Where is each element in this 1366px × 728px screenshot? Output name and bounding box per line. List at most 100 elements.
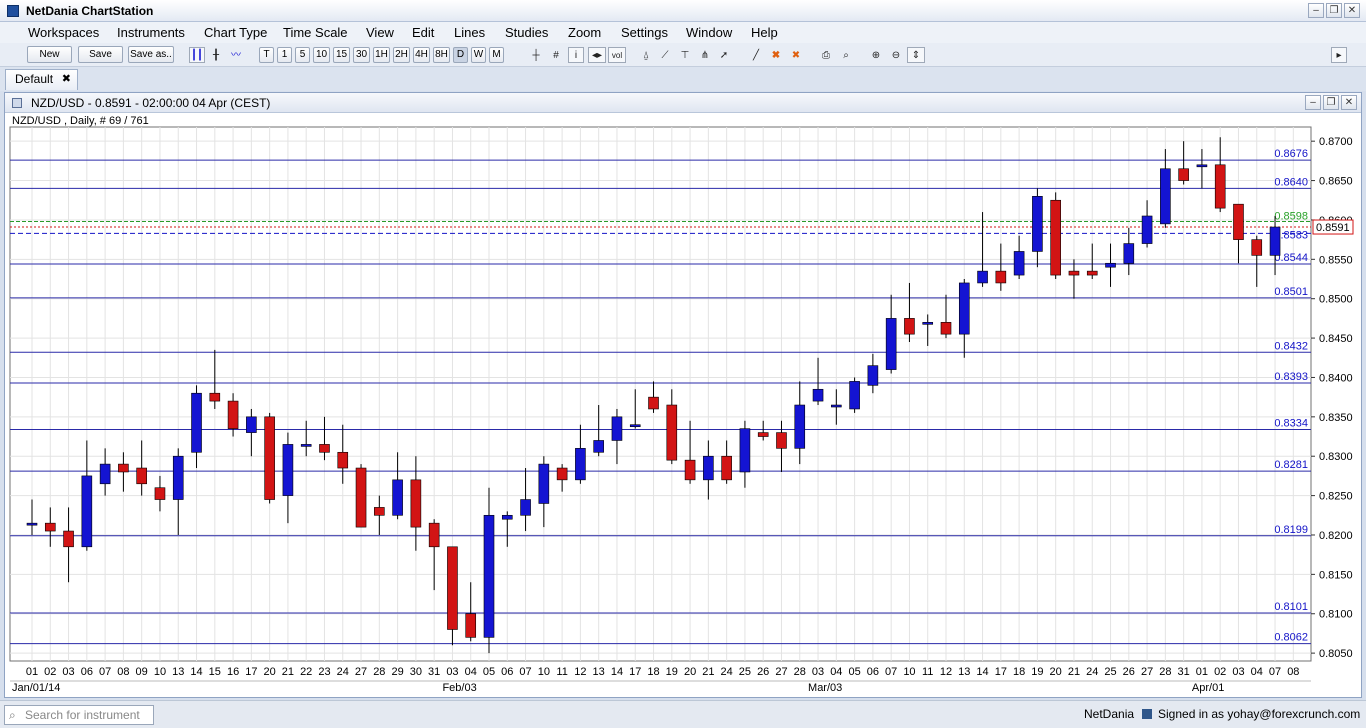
save-button[interactable]: Save bbox=[78, 46, 123, 63]
chart-maximize-icon[interactable]: ❐ bbox=[1323, 95, 1339, 110]
timeframe-button-1[interactable]: 1 bbox=[277, 47, 292, 63]
line-chart-icon[interactable]: 〰 bbox=[231, 50, 241, 61]
candle-body[interactable] bbox=[1160, 168, 1171, 225]
timeframe-button-m[interactable]: M bbox=[489, 47, 504, 63]
save-as-button[interactable]: Save as.. bbox=[128, 46, 174, 63]
candle-body[interactable] bbox=[940, 322, 952, 335]
candle-body[interactable] bbox=[520, 499, 531, 516]
maximize-icon[interactable]: ❐ bbox=[1326, 3, 1342, 18]
candle-body[interactable] bbox=[666, 404, 678, 461]
candle-body[interactable] bbox=[154, 487, 166, 500]
menu-window[interactable]: Window bbox=[686, 25, 733, 40]
candle-body[interactable] bbox=[575, 448, 586, 481]
candle-body[interactable] bbox=[703, 455, 714, 481]
arrows-icon[interactable]: ◂▸ bbox=[588, 47, 606, 63]
candle-body[interactable] bbox=[739, 428, 751, 473]
candle-body[interactable] bbox=[995, 270, 1007, 284]
candle-body[interactable] bbox=[319, 444, 330, 453]
timeframe-button-30[interactable]: 30 bbox=[353, 47, 370, 63]
candle-body[interactable] bbox=[1251, 239, 1263, 256]
timeframe-button-t[interactable]: T bbox=[259, 47, 274, 63]
fib-icon[interactable]: ⊤ bbox=[680, 50, 690, 61]
menu-instruments[interactable]: Instruments bbox=[117, 25, 185, 40]
fit-icon[interactable]: ⇕ bbox=[907, 47, 925, 63]
candle-body[interactable] bbox=[246, 416, 257, 433]
candle-body[interactable] bbox=[1178, 168, 1189, 181]
search-input[interactable]: Search for instrument bbox=[4, 705, 154, 725]
candle-body[interactable] bbox=[538, 463, 550, 504]
candle-body[interactable] bbox=[1233, 203, 1244, 240]
candle-body[interactable] bbox=[337, 451, 349, 469]
candle-body[interactable] bbox=[118, 463, 129, 473]
candle-body[interactable] bbox=[374, 507, 385, 516]
candle-body[interactable] bbox=[1141, 215, 1153, 244]
timeframe-button-1h[interactable]: 1H bbox=[373, 47, 390, 63]
menu-chart-type[interactable]: Chart Type bbox=[204, 25, 268, 40]
print-icon[interactable]: ⎙ bbox=[822, 50, 830, 61]
menu-view[interactable]: View bbox=[366, 25, 394, 40]
panel-toggle-icon[interactable]: ▸ bbox=[1331, 47, 1347, 63]
candle-body[interactable] bbox=[831, 404, 842, 408]
candle-body[interactable] bbox=[1068, 270, 1080, 276]
candle-body[interactable] bbox=[465, 613, 477, 638]
candle-body[interactable] bbox=[812, 388, 824, 402]
candle-body[interactable] bbox=[1123, 243, 1135, 264]
cursor-icon[interactable]: ➚ bbox=[719, 50, 729, 61]
menu-time-scale[interactable]: Time Scale bbox=[283, 25, 348, 40]
candle-body[interactable] bbox=[264, 416, 275, 500]
candle-body[interactable] bbox=[721, 455, 732, 481]
menu-help[interactable]: Help bbox=[751, 25, 778, 40]
zoom-out-icon[interactable]: ⊖ bbox=[891, 50, 901, 61]
candlestick-chart[interactable]: 0.87000.86500.86000.85500.85000.84500.84… bbox=[5, 113, 1361, 697]
chart-minimize-icon[interactable]: – bbox=[1305, 95, 1321, 110]
candle-body[interactable] bbox=[1196, 164, 1208, 168]
candle-body[interactable] bbox=[958, 282, 970, 335]
print-preview-icon[interactable]: ⌕ bbox=[843, 50, 849, 61]
timeframe-button-10[interactable]: 10 bbox=[313, 47, 330, 63]
candle-body[interactable] bbox=[428, 522, 440, 548]
candle-body[interactable] bbox=[904, 318, 915, 335]
candle-body[interactable] bbox=[1050, 199, 1061, 276]
plot-area[interactable] bbox=[9, 126, 1312, 662]
tab-close-icon[interactable]: ✖ bbox=[61, 73, 71, 85]
candle-body[interactable] bbox=[191, 392, 202, 453]
candle-body[interactable] bbox=[209, 392, 221, 402]
draw-line-icon[interactable]: ╱ bbox=[752, 50, 760, 61]
timeframe-button-w[interactable]: W bbox=[471, 47, 486, 63]
minimize-icon[interactable]: – bbox=[1308, 3, 1324, 18]
candle-body[interactable] bbox=[300, 444, 312, 447]
candle-body[interactable] bbox=[611, 416, 623, 441]
menu-edit[interactable]: Edit bbox=[412, 25, 435, 40]
candle-body[interactable] bbox=[867, 365, 879, 386]
candle-body[interactable] bbox=[1013, 251, 1025, 276]
candle-body[interactable] bbox=[794, 404, 806, 449]
zoom-in-icon[interactable]: ⊕ bbox=[871, 50, 881, 61]
new-button[interactable]: New bbox=[27, 46, 72, 63]
candle-body[interactable] bbox=[1086, 270, 1098, 276]
menu-lines[interactable]: Lines bbox=[454, 25, 486, 40]
menu-studies[interactable]: Studies bbox=[505, 25, 549, 40]
info-icon[interactable]: i bbox=[568, 47, 584, 63]
candle-body[interactable] bbox=[757, 432, 769, 437]
menu-zoom[interactable]: Zoom bbox=[568, 25, 602, 40]
candle-body[interactable] bbox=[593, 440, 604, 453]
crosshair-icon[interactable]: ┼ bbox=[532, 50, 540, 61]
timeframe-button-2h[interactable]: 2H bbox=[393, 47, 410, 63]
delete-icon[interactable]: ✖ bbox=[771, 50, 781, 61]
candle-body[interactable] bbox=[977, 270, 988, 284]
candle-body[interactable] bbox=[1214, 164, 1226, 209]
chart-close-icon[interactable]: ✕ bbox=[1341, 95, 1357, 110]
candle-body[interactable] bbox=[136, 467, 147, 485]
candles-icon[interactable]: ╂ bbox=[212, 50, 220, 61]
candle-body[interactable] bbox=[648, 396, 659, 410]
candle-body[interactable] bbox=[355, 467, 367, 528]
candle-body[interactable] bbox=[26, 522, 38, 526]
menu-settings[interactable]: Settings bbox=[621, 25, 668, 40]
candle-body[interactable] bbox=[556, 467, 568, 481]
trendline-icon[interactable]: ⟋ bbox=[661, 50, 669, 61]
timeframe-button-8h[interactable]: 8H bbox=[433, 47, 450, 63]
menu-workspaces[interactable]: Workspaces bbox=[28, 25, 100, 40]
candle-body[interactable] bbox=[776, 432, 787, 449]
pitchfork-icon[interactable]: ⋔ bbox=[700, 50, 710, 61]
bars-icon[interactable]: ┃┃ bbox=[189, 47, 205, 63]
